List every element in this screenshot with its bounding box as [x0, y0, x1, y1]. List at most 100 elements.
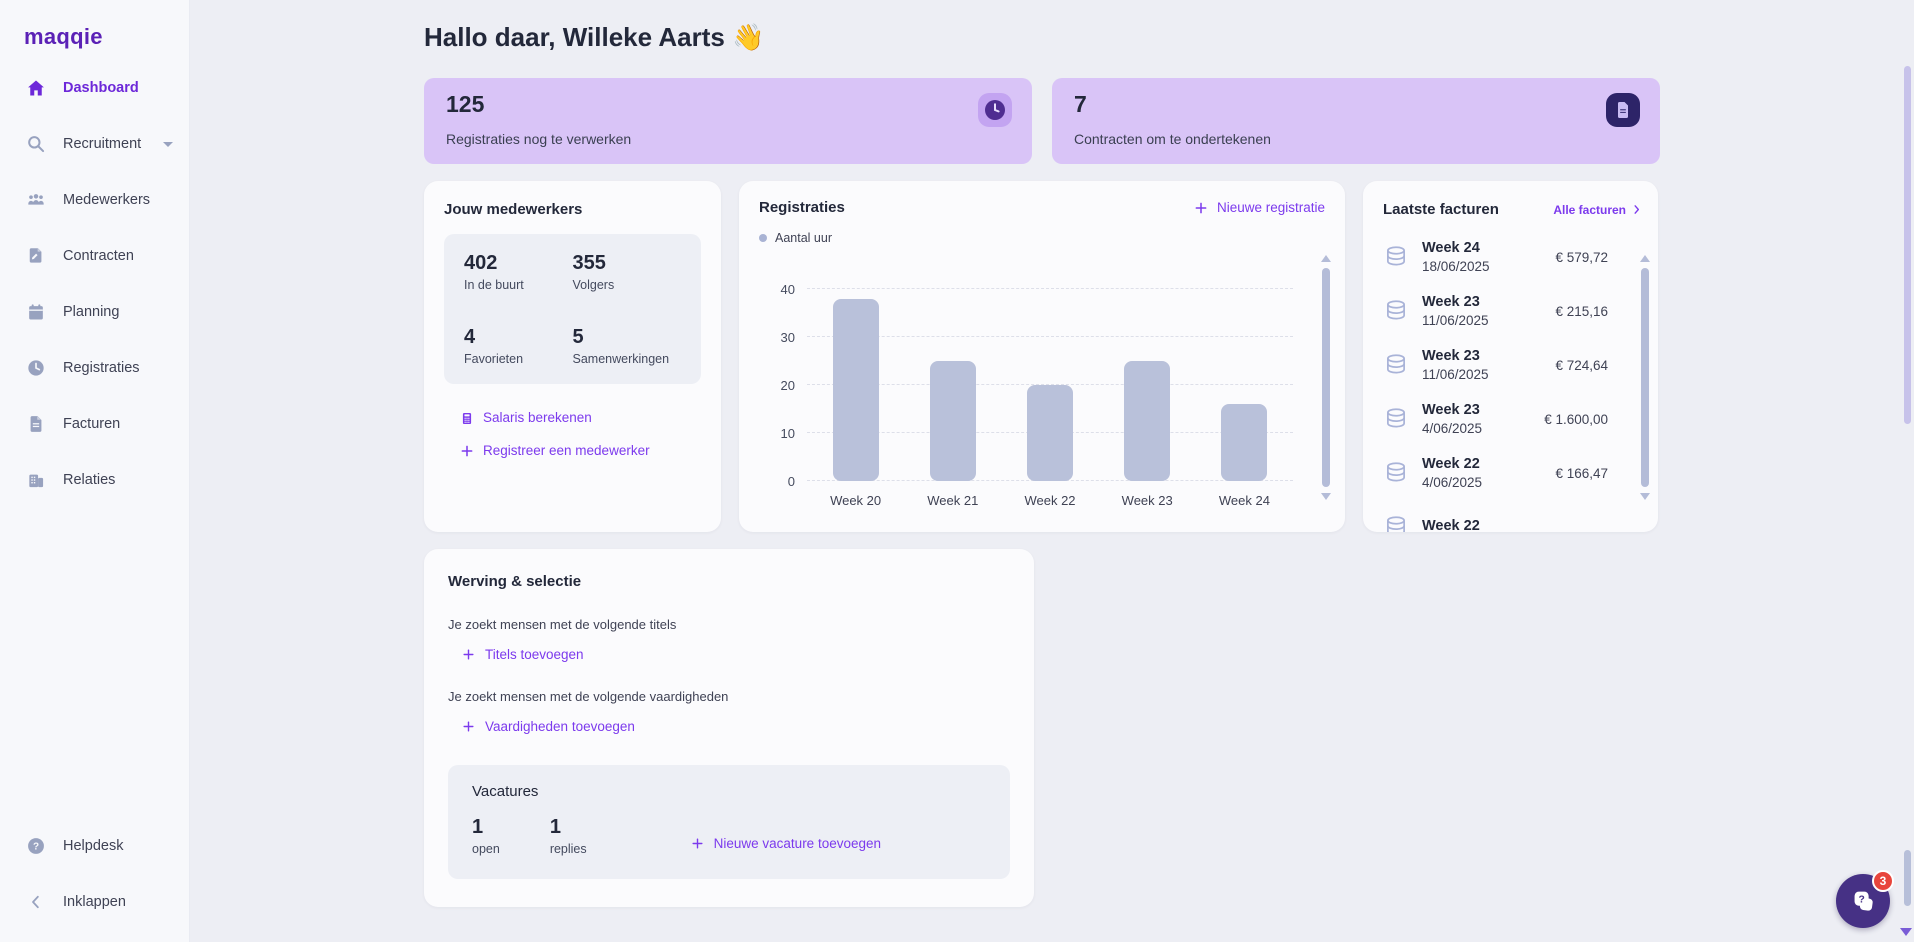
vacancies-open-stat: 1 open	[472, 816, 500, 856]
invoice-row[interactable]: Week 22 4/06/2025 € 166,47	[1383, 446, 1642, 500]
sidebar-item-relaties[interactable]: Relaties	[0, 452, 189, 508]
stat-label: Favorieten	[464, 352, 524, 366]
scroll-up-icon[interactable]	[1321, 255, 1331, 262]
sidebar-item-helpdesk[interactable]: ? Helpdesk	[0, 818, 189, 874]
chat-icon: ?	[1854, 891, 1873, 911]
coins-icon	[1387, 462, 1405, 482]
stat-cards-row: 125 Registraties nog te verwerken 7 Cont…	[424, 78, 1660, 164]
link-label: Nieuwe registratie	[1216, 200, 1325, 215]
sidebar-item-planning[interactable]: Planning	[0, 284, 189, 340]
brand-logo[interactable]: maqqie	[24, 24, 103, 49]
invoice-amount: € 1.600,00	[1544, 411, 1608, 427]
card-title: Jouw medewerkers	[444, 201, 583, 218]
invoice-icon	[26, 414, 46, 434]
stat-value: 4	[464, 326, 476, 348]
sidebar-item-registraties[interactable]: Registraties	[0, 340, 189, 396]
legend-dot-icon	[759, 234, 767, 242]
sidebar-item-contracten[interactable]: Contracten	[0, 228, 189, 284]
chart-bar-week23	[1124, 361, 1171, 481]
nieuwe-vacature-link[interactable]: Nieuwe vacature toevoegen	[691, 836, 881, 851]
invoice-info: Week 23 11/06/2025	[1422, 294, 1489, 328]
sidebar-item-inklappen[interactable]: Inklappen	[0, 874, 189, 930]
coins-icon	[1387, 408, 1405, 428]
chart-legend: Aantal uur	[759, 231, 1325, 245]
invoice-week: Week 22	[1422, 517, 1480, 533]
link-label: Alle facturen	[1553, 202, 1626, 217]
invoice-info: Week 22	[1422, 518, 1480, 533]
recruitment-card: Werving & selectie Je zoekt mensen met d…	[424, 549, 1034, 907]
card-title: Laatste facturen	[1383, 201, 1499, 218]
stat-value: 402	[464, 252, 498, 274]
sidebar-item-dashboard[interactable]: Dashboard	[0, 60, 189, 116]
sidebar-item-label: Planning	[63, 304, 120, 320]
invoice-date: 4/06/2025	[1422, 421, 1483, 436]
chat-widget-button[interactable]: ? 3	[1836, 870, 1894, 928]
stat-card-registraties[interactable]: 125 Registraties nog te verwerken	[424, 78, 1032, 164]
registreer-medewerker-link[interactable]: Registreer een medewerker	[460, 443, 701, 458]
plus-icon	[1194, 201, 1208, 215]
invoice-row[interactable]: Week 24 18/06/2025 € 579,72	[1383, 230, 1642, 284]
invoice-week: Week 24	[1422, 240, 1480, 256]
scrollbar-thumb[interactable]	[1641, 268, 1649, 487]
titles-label: Je zoekt mensen met de volgende titels	[448, 617, 677, 632]
scrollbar-thumb[interactable]	[1904, 850, 1911, 906]
scrollbar-thumb[interactable]	[1322, 268, 1330, 487]
sidebar-item-medewerkers[interactable]: Medewerkers	[0, 172, 189, 228]
sidebar-item-facturen[interactable]: Facturen	[0, 396, 189, 452]
stat-label: In de buurt	[464, 278, 524, 292]
employees-links: Salaris berekenen Registreer een medewer…	[444, 410, 701, 458]
scroll-down-icon[interactable]	[1640, 493, 1650, 500]
registrations-chart-card: Registraties Nieuwe registratie Aantal u…	[739, 181, 1345, 532]
y-tick: 30	[780, 330, 795, 345]
vaardigheden-toevoegen-link[interactable]: Vaardigheden toevoegen	[462, 719, 1010, 734]
salaris-berekenen-link[interactable]: Salaris berekenen	[460, 410, 701, 425]
sidebar-item-label: Inklappen	[63, 894, 126, 910]
invoice-date: 11/06/2025	[1422, 367, 1489, 382]
y-tick: 40	[780, 282, 795, 297]
employees-card: Jouw medewerkers 402 In de buurt 355 Vol…	[424, 181, 721, 532]
stat-label: replies	[549, 842, 587, 856]
titels-toevoegen-link[interactable]: Titels toevoegen	[462, 647, 1010, 662]
sidebar-item-label: Recruitment	[63, 136, 142, 152]
invoice-row[interactable]: Week 23 11/06/2025 € 724,64	[1383, 338, 1642, 392]
stat-value: 1	[472, 816, 484, 838]
invoices-scrollbar[interactable]	[1640, 255, 1650, 514]
invoices-card: Laatste facturen Alle facturen Week 24 1…	[1363, 181, 1658, 532]
stat-label: Contracten om te ondertekenen	[1074, 131, 1271, 147]
nieuwe-registratie-button[interactable]: Nieuwe registratie	[1194, 200, 1325, 215]
bar-chart: 0 10 20 30 40	[763, 282, 1293, 508]
invoice-info: Week 22 4/06/2025	[1422, 456, 1482, 490]
sidebar-item-label: Helpdesk	[63, 838, 124, 854]
skills-label: Je zoekt mensen met de volgende vaardigh…	[448, 689, 729, 704]
card-title: Werving & selectie	[448, 573, 582, 590]
coins-icon	[1387, 516, 1405, 532]
stat-value: 7	[1074, 91, 1087, 117]
building-icon	[26, 470, 46, 490]
sidebar-item-label: Medewerkers	[63, 192, 151, 208]
plus-icon	[462, 720, 476, 734]
sidebar-item-label: Registraties	[63, 360, 140, 376]
chart-bar-week22	[1027, 385, 1073, 481]
invoice-row[interactable]: Week 23 4/06/2025 € 1.600,00	[1383, 392, 1642, 446]
y-tick: 0	[787, 474, 795, 489]
sidebar: maqqie Dashboard Recruitment Medewerkers	[0, 0, 190, 942]
search-icon	[26, 134, 46, 154]
chart-scrollbar[interactable]	[1321, 255, 1331, 514]
page-scrollbar[interactable]	[1900, 0, 1912, 942]
scroll-down-icon[interactable]	[1321, 493, 1331, 500]
stat-card-contracten[interactable]: 7 Contracten om te ondertekenen	[1052, 78, 1660, 164]
scroll-up-icon[interactable]	[1640, 255, 1650, 262]
scrollbar-thumb[interactable]	[1904, 66, 1911, 424]
stat-value: 125	[446, 91, 485, 117]
invoice-row[interactable]: Week 23 11/06/2025 € 215,16	[1383, 284, 1642, 338]
x-label: Week 21	[927, 493, 979, 508]
clock-icon	[26, 358, 46, 378]
document-icon	[1606, 93, 1640, 127]
scroll-down-icon[interactable]	[1900, 928, 1912, 936]
vacancies-replies-stat: 1 replies	[550, 816, 587, 856]
sidebar-item-label: Relaties	[63, 472, 116, 488]
sidebar-nav: Dashboard Recruitment Medewerkers Contra…	[0, 60, 189, 508]
invoice-row[interactable]: Week 22	[1383, 500, 1642, 532]
alle-facturen-link[interactable]: Alle facturen	[1553, 203, 1642, 217]
sidebar-item-recruitment[interactable]: Recruitment	[0, 116, 189, 172]
